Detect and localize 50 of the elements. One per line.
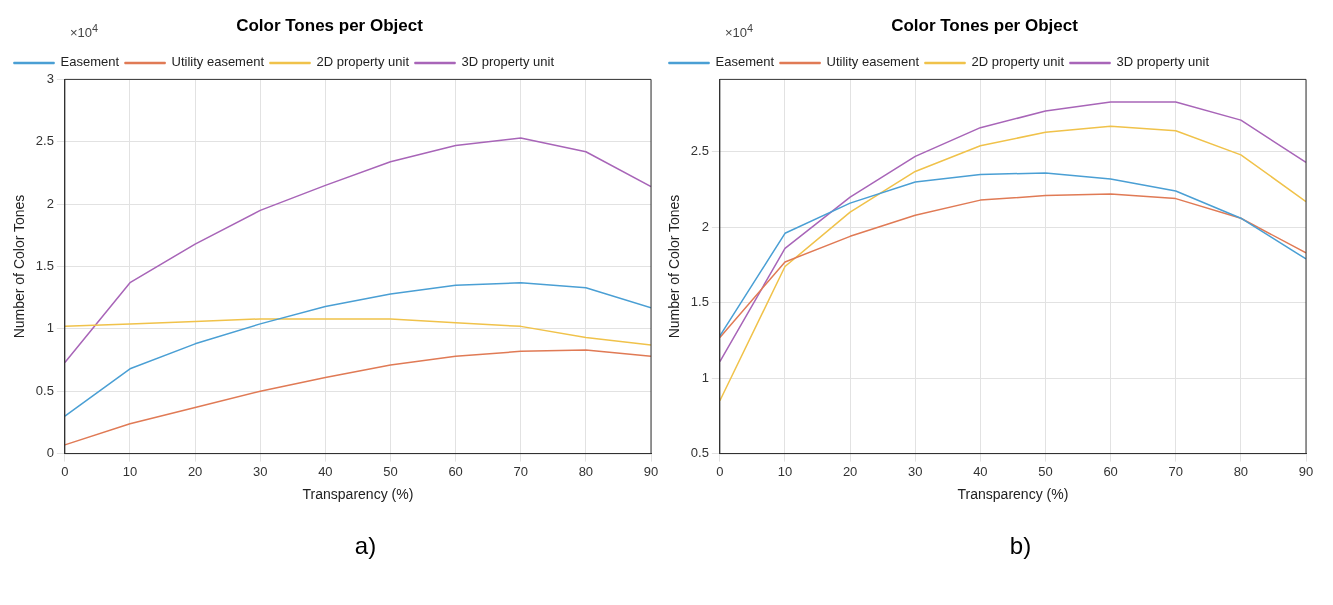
- x-tick-label: 30: [908, 463, 923, 479]
- legend-label: Utility easement: [171, 54, 265, 70]
- x-tick-label: 70: [1168, 463, 1183, 479]
- x-tick-label: 60: [448, 463, 463, 479]
- y-axis-title: Number of Color Tones: [666, 194, 683, 339]
- legend-label: 2D property unit: [316, 54, 410, 70]
- y-tick-label: 2: [701, 218, 709, 234]
- text: b): [1008, 532, 1033, 560]
- legend-label: 3D property unit: [1116, 54, 1210, 70]
- x-tick-label: 30: [253, 463, 268, 479]
- x-tick-label: 90: [1298, 463, 1314, 479]
- x-tick-label: 60: [1103, 463, 1118, 479]
- legend-label: 2D property unit: [971, 54, 1065, 70]
- y-tick-label: 2.5: [690, 143, 709, 159]
- y-tick-label: 1.5: [35, 258, 54, 274]
- y-tick-label: 2.5: [35, 133, 54, 149]
- chart-title: Color Tones per Object: [891, 15, 1079, 35]
- chart-title: Color Tones per Object: [236, 15, 424, 35]
- x-tick-label: 10: [777, 463, 793, 479]
- y-tick-label: 3: [46, 70, 54, 86]
- x-axis-title: Transparency (%): [957, 486, 1069, 503]
- x-tick-label: 80: [1233, 463, 1249, 479]
- x-tick-label: 0: [716, 463, 724, 479]
- text: a): [353, 532, 378, 560]
- legend-label: Utility easement: [826, 54, 920, 70]
- legend-label: 3D property unit: [461, 54, 555, 70]
- x-tick-label: 10: [122, 463, 138, 479]
- y-axis-title: Number of Color Tones: [11, 194, 28, 339]
- y-tick-label: 0: [46, 445, 54, 461]
- x-tick-label: 20: [187, 463, 203, 479]
- y-tick-label: 1: [46, 320, 54, 336]
- x-tick-label: 0: [61, 463, 69, 479]
- x-tick-label: 50: [383, 463, 398, 479]
- x-tick-label: 20: [842, 463, 858, 479]
- y-tick-label: 1.5: [690, 294, 709, 310]
- x-tick-label: 40: [318, 463, 333, 479]
- text: ×10$^{4}$: [70, 22, 99, 41]
- text: ×10$^{4}$: [725, 22, 754, 41]
- legend-label: Easement: [715, 54, 775, 70]
- x-tick-label: 40: [973, 463, 988, 479]
- x-axis-title: Transparency (%): [302, 486, 414, 503]
- y-tick-label: 0.5: [35, 382, 54, 398]
- y-tick-label: 2: [46, 195, 54, 211]
- x-tick-label: 50: [1038, 463, 1053, 479]
- x-tick-label: 70: [513, 463, 528, 479]
- y-tick-label: 0.5: [690, 445, 709, 461]
- legend-label: Easement: [60, 54, 120, 70]
- y-tick-label: 1: [701, 369, 709, 385]
- x-tick-label: 90: [643, 463, 659, 479]
- x-tick-label: 80: [578, 463, 594, 479]
